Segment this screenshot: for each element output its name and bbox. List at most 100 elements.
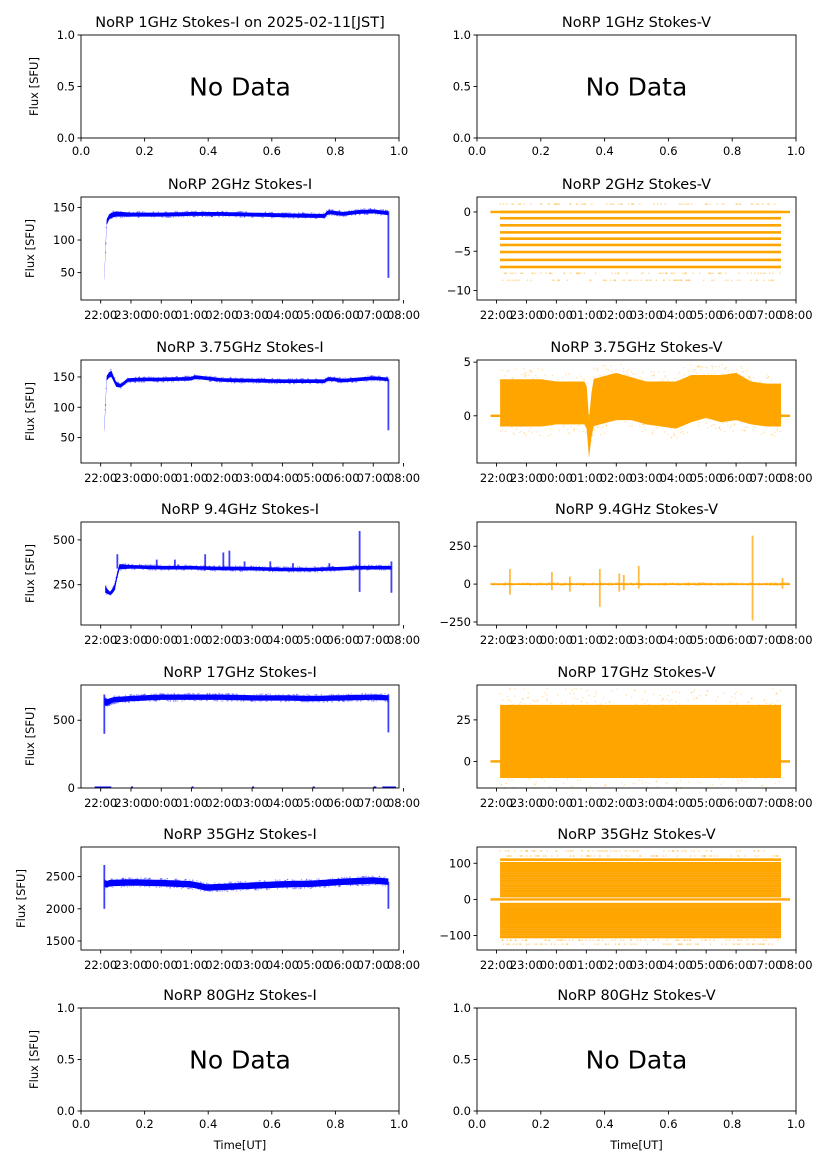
data-point — [371, 564, 373, 567]
data-point — [665, 584, 667, 587]
data-point — [671, 437, 673, 439]
data-point — [245, 211, 247, 213]
data-point — [736, 369, 738, 371]
data-point — [176, 211, 179, 213]
data-point — [758, 584, 761, 586]
data-point — [685, 584, 688, 586]
data-point — [143, 694, 145, 696]
data-point — [336, 214, 338, 216]
data-point — [312, 886, 314, 888]
data-point — [225, 569, 227, 572]
data-point — [136, 211, 139, 213]
data-point — [230, 881, 232, 883]
data-point — [614, 943, 617, 946]
data-point — [326, 570, 328, 573]
data-point — [341, 569, 343, 572]
data-point — [352, 381, 354, 383]
data-point — [646, 943, 649, 946]
data-point — [722, 373, 724, 375]
data-point — [573, 430, 575, 432]
data-spike — [637, 565, 640, 589]
data-point — [590, 203, 593, 206]
data-point — [739, 850, 742, 852]
data-point — [134, 568, 136, 570]
data-point — [365, 875, 367, 877]
data-point — [155, 699, 157, 702]
data-point — [340, 382, 342, 384]
data-point — [670, 436, 672, 438]
data-point — [521, 582, 524, 584]
data-point — [301, 212, 304, 214]
data-point — [225, 210, 228, 213]
data-point — [610, 690, 613, 692]
data-point — [769, 582, 772, 584]
data-point — [123, 216, 126, 218]
data-point — [709, 582, 711, 584]
data-point — [344, 215, 346, 217]
data-point — [784, 582, 786, 584]
data-point — [368, 569, 371, 571]
data-point — [177, 693, 180, 695]
data-point — [756, 279, 758, 282]
data-point — [638, 779, 640, 781]
data-point — [287, 378, 290, 380]
data-level-line — [500, 917, 782, 921]
data-point — [384, 876, 386, 878]
data-point — [384, 569, 387, 571]
chart-title: NoRP 3.75GHz Stokes-V — [550, 340, 722, 356]
data-point — [743, 429, 745, 431]
data-point — [253, 889, 256, 891]
data-point — [198, 378, 201, 381]
data-point — [644, 939, 647, 942]
data-point — [208, 376, 210, 378]
data-point — [671, 691, 674, 693]
data-point — [322, 566, 324, 569]
data-point — [508, 687, 511, 690]
data-point — [506, 279, 509, 282]
data-point — [377, 213, 379, 215]
data-point — [612, 279, 615, 282]
data-point — [520, 430, 522, 433]
data-point — [219, 890, 221, 892]
x-tick-label: 0.6 — [659, 1117, 677, 1131]
data-point — [753, 939, 755, 942]
data-point — [579, 789, 580, 790]
data-point — [760, 380, 763, 382]
x-tick-label: 04:00 — [266, 796, 299, 810]
data-point — [336, 214, 338, 217]
data-point — [162, 693, 164, 695]
data-point — [106, 880, 108, 882]
data-point — [195, 564, 198, 567]
data-point — [529, 855, 532, 857]
data-point — [501, 369, 504, 372]
data-point — [723, 367, 725, 370]
data-point — [773, 582, 775, 584]
data-point — [622, 279, 624, 282]
data-point — [741, 788, 742, 789]
data-point — [679, 943, 681, 946]
data-point — [320, 570, 323, 573]
data-point — [507, 850, 510, 852]
data-point — [340, 876, 343, 879]
data-point — [527, 697, 529, 699]
data-point — [577, 272, 580, 275]
data-point — [300, 378, 302, 380]
data-point — [719, 582, 721, 584]
y-tick-label: 1.0 — [453, 1001, 471, 1015]
plot-35ghz-v: NoRP 35GHz Stokes-V−100010022:0023:0000:… — [439, 827, 812, 972]
data-point — [121, 878, 123, 880]
data-point — [642, 424, 645, 426]
data-point — [510, 688, 512, 691]
data-point — [767, 376, 769, 379]
data-point — [386, 376, 388, 378]
data-point — [207, 890, 209, 892]
data-point — [512, 432, 515, 434]
data-point — [235, 216, 237, 218]
data-point — [161, 569, 163, 571]
data-point — [329, 570, 331, 572]
data-point — [558, 430, 560, 432]
data-point — [224, 215, 227, 217]
data-point — [289, 212, 291, 214]
data-point — [656, 777, 659, 779]
data-point — [127, 563, 130, 566]
